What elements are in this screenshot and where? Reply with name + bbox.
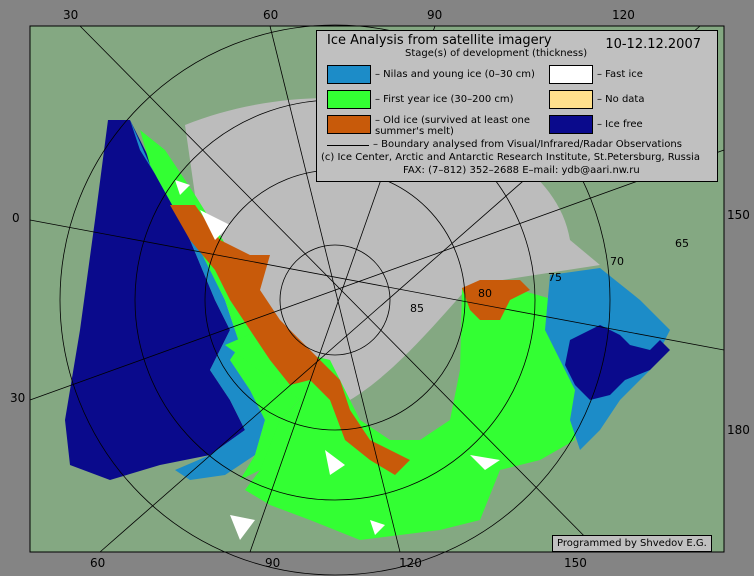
- credit-box: Programmed by Shvedov E.G.: [552, 535, 712, 552]
- legend-swatch-old-ice: [327, 115, 371, 134]
- frame-label-left-0: 0: [12, 211, 20, 225]
- legend-boundary-line: [327, 145, 369, 146]
- legend-label-fast-ice: – Fast ice: [597, 69, 643, 80]
- frame-label-top-30: 30: [63, 8, 79, 22]
- legend-label-ice-free: – Ice free: [597, 119, 643, 130]
- frame-label-top-90: 90: [427, 8, 443, 22]
- legend-label-no-data: – No data: [597, 94, 645, 105]
- ice-free-west: [65, 120, 245, 480]
- grid-label-80: 80: [478, 287, 492, 300]
- legend-boundary-label: – Boundary analysed from Visual/Infrared…: [373, 139, 682, 150]
- frame-label-bottom-60: 60: [90, 556, 106, 570]
- frame-label-top-60: 60: [263, 8, 279, 22]
- grid-label-75: 75: [548, 271, 562, 284]
- grid-label-85: 85: [410, 302, 424, 315]
- frame-label-right-180: 180: [727, 423, 750, 437]
- ice-free-east: [565, 325, 670, 400]
- frame-label-bottom-90: 90: [265, 556, 281, 570]
- nilas-west: [130, 120, 265, 480]
- grid-label-70: 70: [610, 255, 624, 268]
- legend-swatch-no-data: [549, 90, 593, 109]
- legend-contact: FAX: (7–812) 352–2688 E–mail: ydb@aari.n…: [403, 165, 640, 176]
- fast-ice-patches: [175, 180, 500, 540]
- frame-label-bottom-150: 150: [564, 556, 587, 570]
- old-ice-east: [462, 280, 530, 320]
- frame-label-top-120: 120: [612, 8, 635, 22]
- grid-label-65: 65: [675, 237, 689, 250]
- legend-panel: Ice Analysis from satellite imagery Stag…: [316, 30, 718, 182]
- legend-title: Ice Analysis from satellite imagery: [327, 33, 552, 48]
- legend-swatch-first-year: [327, 90, 371, 109]
- legend-copyright: (c) Ice Center, Arctic and Antarctic Res…: [321, 152, 700, 163]
- legend-label-old-ice: – Old ice (survived at least one summer'…: [375, 115, 531, 137]
- legend-swatch-nilas: [327, 65, 371, 84]
- legend-date: 10-12.12.2007: [605, 37, 701, 52]
- legend-swatch-fast-ice: [549, 65, 593, 84]
- legend-label-nilas: – Nilas and young ice (0–30 cm): [375, 69, 535, 80]
- frame-label-bottom-120: 120: [399, 556, 422, 570]
- frame-label-left-30: 30: [10, 391, 26, 405]
- old-ice-main: [170, 205, 410, 475]
- first-year-main: [225, 288, 580, 540]
- legend-subtitle: Stage(s) of development (thickness): [405, 48, 588, 59]
- frame-label-right-150: 150: [727, 208, 750, 222]
- legend-label-first-year: – First year ice (30–200 cm): [375, 94, 514, 105]
- legend-swatch-ice-free: [549, 115, 593, 134]
